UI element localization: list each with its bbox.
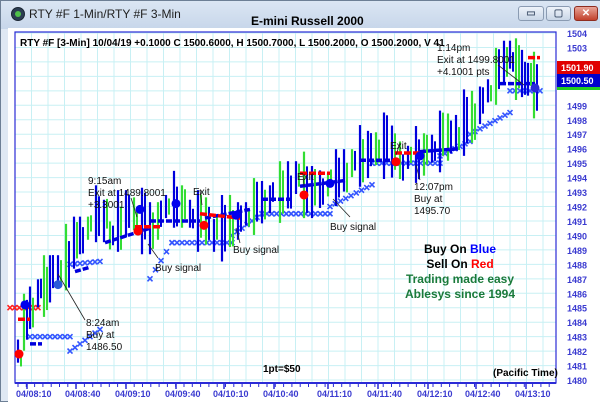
annotation-line: 8:24am [86,318,120,329]
annotation-line: Exit at 1489.8001 [88,188,166,199]
chart-annotation: Buy signal [155,263,201,275]
chart-annotation: Buy signal [330,222,376,234]
svg-text:1497: 1497 [567,130,587,140]
annotation-line: 1:14pm [437,43,471,54]
trade-signal-dots [14,83,540,359]
price-axis: 1504 1503 1499 1498 1497 1496 1495 1494 1493 1492… [557,29,600,386]
svg-text:04/09:10: 04/09:10 [115,389,151,399]
annotation-line: 12:07pm [414,182,453,193]
svg-text:04/11:10: 04/11:10 [317,389,352,399]
legend-sell-color: Red [471,257,494,271]
annotation-line: Exit [390,141,407,152]
svg-text:1496: 1496 [567,145,587,155]
svg-text:04/08:40: 04/08:40 [65,389,101,399]
svg-text:04/10:10: 04/10:10 [213,389,249,399]
chart-annotation: 12:07pm Buy at 1495.70 [414,182,453,218]
svg-text:1504: 1504 [567,29,587,39]
svg-text:04/12:40: 04/12:40 [465,389,501,399]
minimize-button[interactable]: ▭ [518,6,544,21]
bar-info-line: RTY #F [3-Min] 10/04/19 +0.1000 C 1500.6… [20,38,445,49]
svg-text:1499: 1499 [567,101,587,111]
svg-text:1495: 1495 [567,159,587,169]
svg-text:1480: 1480 [567,376,587,386]
annotation-pointers [57,64,525,321]
legend-sell: Sell On Red [426,257,494,271]
legend-tagline: Trading made easy [405,272,515,286]
close-icon: ✕ [581,8,591,19]
svg-text:1486: 1486 [567,289,587,299]
legend: Buy On Blue Sell On Red Trading made eas… [400,242,520,302]
title-bar[interactable]: RTY #F 1-Min/RTY #F 3-Min E-mini Russell… [1,1,600,29]
legend-buy-color: Blue [470,242,497,256]
annotation-line: 1495.70 [414,206,451,217]
svg-text:1483: 1483 [567,333,587,343]
minimize-icon: ▭ [526,8,536,19]
svg-text:04/08:10: 04/08:10 [16,389,52,399]
chart-annotation: Exit [297,172,314,184]
chart-annotation: Exit [193,187,210,199]
price-bars [16,38,538,367]
svg-text:1492: 1492 [567,203,587,213]
chart-annotation: 8:24am Buy at 1486.50 [86,318,122,354]
time-axis: 04/08:10 04/08:40 04/09:10 04/09:40 04/10:10… [15,382,556,399]
svg-text:1503: 1503 [567,43,587,53]
annotation-line: Buy signal [233,245,280,256]
chart-grid [14,32,556,383]
svg-text:1498: 1498 [567,116,587,126]
chart-annotation: Buy signal [233,245,279,257]
svg-text:1493: 1493 [567,188,587,198]
annotation-line: +4.1001 pts [437,67,490,78]
annotation-line: Buy at [86,330,115,341]
svg-text:04/11:40: 04/11:40 [367,389,402,399]
svg-text:1481: 1481 [567,362,587,372]
svg-text:1494: 1494 [567,174,587,184]
svg-text:04/13:10: 04/13:10 [515,389,551,399]
annotation-line: Buy signal [330,222,377,233]
annotation-line: Exit [297,172,314,183]
annotation-line: Buy signal [155,263,202,274]
svg-text:1501.90: 1501.90 [561,63,594,73]
close-button[interactable]: ✕ [574,6,598,21]
chart-title: E-mini Russell 2000 [251,14,364,28]
app-logo-icon [11,7,25,21]
annotation-line: Buy at [414,194,443,205]
svg-text:04/09:40: 04/09:40 [165,389,201,399]
svg-text:1491: 1491 [567,217,587,227]
annotation-line: Exit [193,187,210,198]
svg-text:1484: 1484 [567,318,587,328]
svg-text:1487: 1487 [567,275,587,285]
svg-text:04/12:10: 04/12:10 [417,389,453,399]
annotation-line: +3.3001 [88,200,125,211]
annotation-line: 9:15am [88,176,122,187]
svg-text:1490: 1490 [567,231,587,241]
svg-text:1489: 1489 [567,246,587,256]
chart-annotation: 9:15am Exit at 1489.8001 +3.3001 [88,176,166,212]
legend-company: Ablesys since 1994 [404,287,516,301]
chart-annotation: Exit [390,141,407,153]
chart-annotation: 1:14pm Exit at 1499.8001 +4.1001 pts [437,43,515,79]
maximize-button[interactable]: ▢ [546,6,571,21]
svg-text:1500.50: 1500.50 [561,76,594,86]
window-title: RTY #F 1-Min/RTY #F 3-Min [29,7,181,21]
annotation-line: 1486.50 [86,342,123,353]
svg-text:1482: 1482 [567,347,587,357]
point-value-label: 1pt=$50 [263,364,301,375]
annotation-line: Exit at 1499.8001 [437,55,515,66]
svg-text:1485: 1485 [567,304,587,314]
svg-text:1488: 1488 [567,260,587,270]
legend-buy: Buy On Blue [423,242,497,256]
timezone-label: (Pacific Time) [493,368,558,379]
svg-text:04/10:40: 04/10:40 [263,389,299,399]
maximize-icon: ▢ [553,8,564,19]
